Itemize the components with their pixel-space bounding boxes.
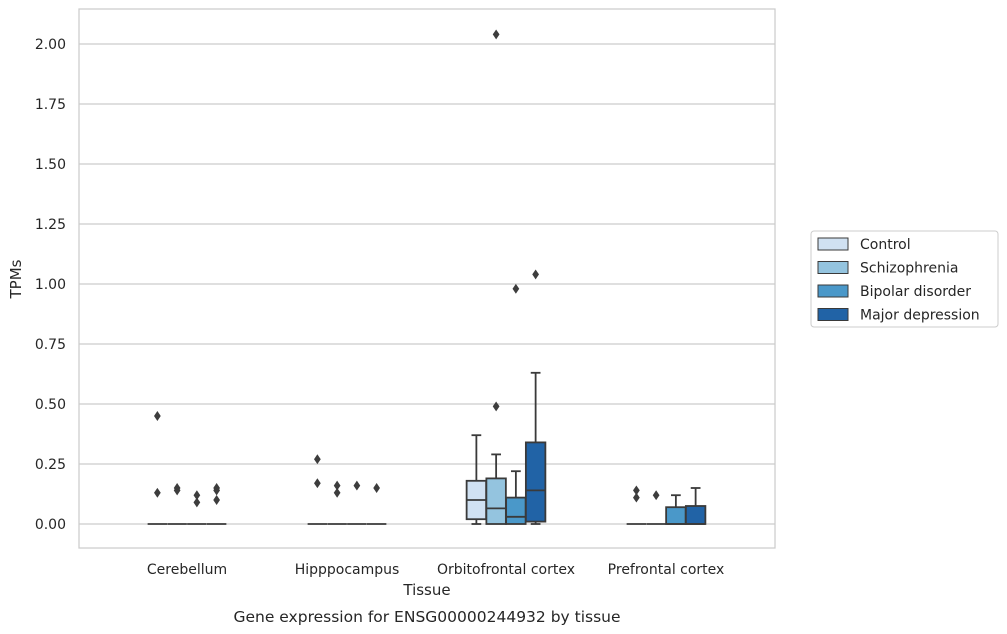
box-control	[465, 434, 488, 525]
legend-label: Bipolar disorder	[860, 284, 971, 300]
outliers	[154, 29, 660, 508]
x-axis-ticks: Cerebellum Hipppocampus Orbitofrontal cort…	[147, 562, 724, 578]
outlier-point	[532, 269, 539, 280]
y-tick-label: 1.25	[35, 217, 66, 233]
box-bipolar-disorder	[665, 494, 687, 525]
box-major-depression	[524, 371, 547, 525]
box-bipolar-disorder	[505, 470, 527, 525]
y-tick-label: 0.50	[35, 397, 66, 413]
y-axis-label: TPMs	[7, 259, 25, 299]
box-body	[485, 477, 507, 525]
gridlines	[79, 43, 775, 525]
y-tick-label: 1.50	[35, 157, 66, 173]
outlier-point	[213, 495, 220, 505]
outlier-point	[633, 492, 640, 503]
outlier-point	[353, 480, 361, 491]
chart-title: Gene expression for ENSG00000244932 by t…	[233, 608, 620, 626]
legend-label: Control	[860, 237, 911, 253]
boxes	[147, 371, 707, 525]
box-schizophrenia	[485, 453, 507, 525]
box-body	[524, 441, 547, 523]
legend-label: Major depression	[860, 308, 980, 324]
y-tick-label: 1.00	[35, 277, 66, 293]
outlier-point	[333, 480, 341, 491]
x-tick-label: Prefrontal cortex	[608, 562, 725, 578]
y-axis-ticks: 0.00 0.25 0.50 0.75 1.00 1.25 1.50 1.75 2.00	[35, 37, 66, 533]
box-body	[665, 506, 687, 525]
outlier-point	[633, 485, 640, 496]
y-tick-label: 0.75	[35, 337, 66, 353]
outlier-point	[154, 487, 161, 498]
x-axis-label: Tissue	[402, 581, 450, 599]
outlier-point	[492, 401, 500, 412]
x-tick-label: Hipppocampus	[295, 562, 400, 578]
outlier-point	[652, 490, 660, 501]
outlier-point	[373, 483, 380, 493]
outlier-point	[193, 490, 201, 501]
legend-swatch	[817, 284, 849, 298]
legend-frame	[810, 230, 999, 328]
outlier-point	[492, 29, 500, 40]
outlier-point	[154, 411, 161, 421]
outlier-point	[512, 283, 520, 294]
y-tick-label: 1.75	[35, 97, 66, 113]
y-tick-label: 0.25	[35, 457, 66, 473]
box-body	[684, 505, 707, 525]
legend-swatch	[817, 237, 849, 251]
x-tick-label: Cerebellum	[147, 562, 227, 578]
outlier-point	[333, 487, 341, 498]
plot-frame	[78, 8, 776, 549]
outlier-point	[213, 485, 220, 496]
outlier-point	[314, 478, 321, 489]
outlier-point	[193, 497, 201, 508]
y-tick-label: 2.00	[35, 37, 66, 53]
box-major-depression	[684, 487, 707, 525]
legend: Control Schizophrenia Bipolar disorder Majo…	[810, 230, 999, 328]
y-tick-label: 0.00	[35, 517, 66, 533]
legend-swatch	[817, 261, 849, 274]
x-tick-label: Orbitofrontal cortex	[437, 562, 575, 578]
outlier-point	[173, 485, 181, 496]
legend-swatch	[817, 308, 849, 321]
outlier-point	[314, 454, 321, 465]
box-body	[505, 496, 527, 525]
legend-label: Schizophrenia	[860, 261, 958, 277]
